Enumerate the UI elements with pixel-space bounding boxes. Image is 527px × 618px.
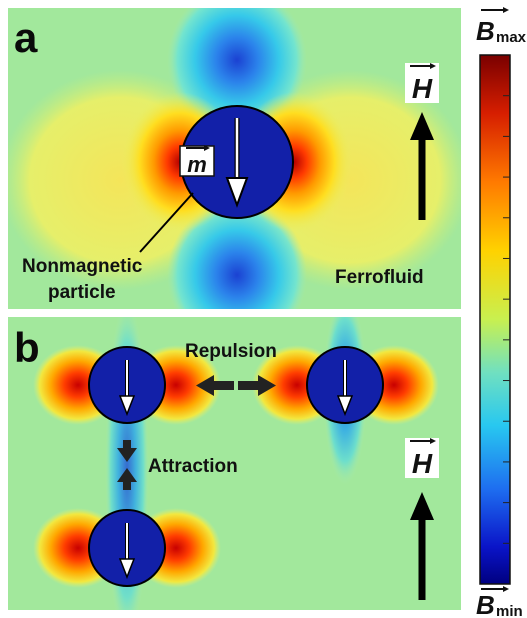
field-label-box-b [405, 438, 439, 478]
colorbar-max-subscript: max [496, 29, 527, 46]
panel-divider [8, 309, 461, 317]
attraction-arrows [117, 440, 137, 490]
moment-arrow-p1 [118, 360, 136, 417]
colorbar-min-label: B [476, 590, 495, 618]
ferrofluid-label: Ferrofluid [335, 267, 424, 288]
colorbar-min-subscript: min [496, 603, 523, 618]
moment-label-box [179, 145, 215, 177]
moment-arrow-p2 [336, 360, 354, 417]
field-label-a: H [412, 73, 433, 104]
colorbar-max-label: B [476, 16, 495, 46]
moment-arrow-head [225, 177, 249, 208]
moment-arrow-p3 [118, 523, 136, 580]
particle-label-line2: particle [48, 282, 116, 303]
field-lobe-bottom [167, 200, 307, 309]
particle-label-line1: Nonmagnetic [22, 256, 143, 277]
panel-a: m H Nonmagnetic particle Ferrofluid a [8, 8, 461, 309]
repulsion-label: Repulsion [185, 341, 277, 362]
colorbar-scale [479, 54, 511, 585]
repulsion-arrows [196, 375, 276, 396]
attraction-label: Attraction [148, 456, 238, 477]
panel-b: Repulsion Attraction H b [8, 317, 461, 610]
panel-b-letter: b [14, 324, 40, 371]
field-arrow-b-head [410, 492, 434, 520]
particle-leader-line [139, 192, 194, 253]
colorbar-ticks [503, 95, 510, 544]
field-label-b: H [412, 448, 433, 479]
field-arrow-a-head [410, 112, 434, 140]
panel-a-letter: a [14, 14, 38, 61]
moment-label: m [187, 152, 207, 177]
colorbar: B max B min [476, 7, 527, 618]
field-label-box-a [405, 63, 439, 103]
